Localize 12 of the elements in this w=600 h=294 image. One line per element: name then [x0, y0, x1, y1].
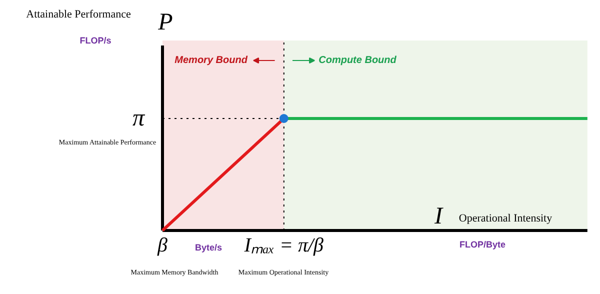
x-axis-title: Operational Intensity: [458, 212, 553, 224]
text: Compute Bound: [318, 55, 398, 66]
band-label: Memory Bound: [174, 55, 248, 66]
text: FLOP/s: [80, 36, 112, 46]
x-tick-label: Iₘₐₓ = π/β: [243, 234, 324, 256]
text: Byte/s: [194, 242, 222, 252]
x-tick-label: β: [156, 234, 168, 256]
text: FLOP/Byte: [459, 240, 506, 250]
annotation: I: [434, 204, 444, 230]
text: π: [132, 106, 146, 132]
text: P: [157, 10, 174, 36]
text: Attainable Performance: [26, 8, 131, 20]
